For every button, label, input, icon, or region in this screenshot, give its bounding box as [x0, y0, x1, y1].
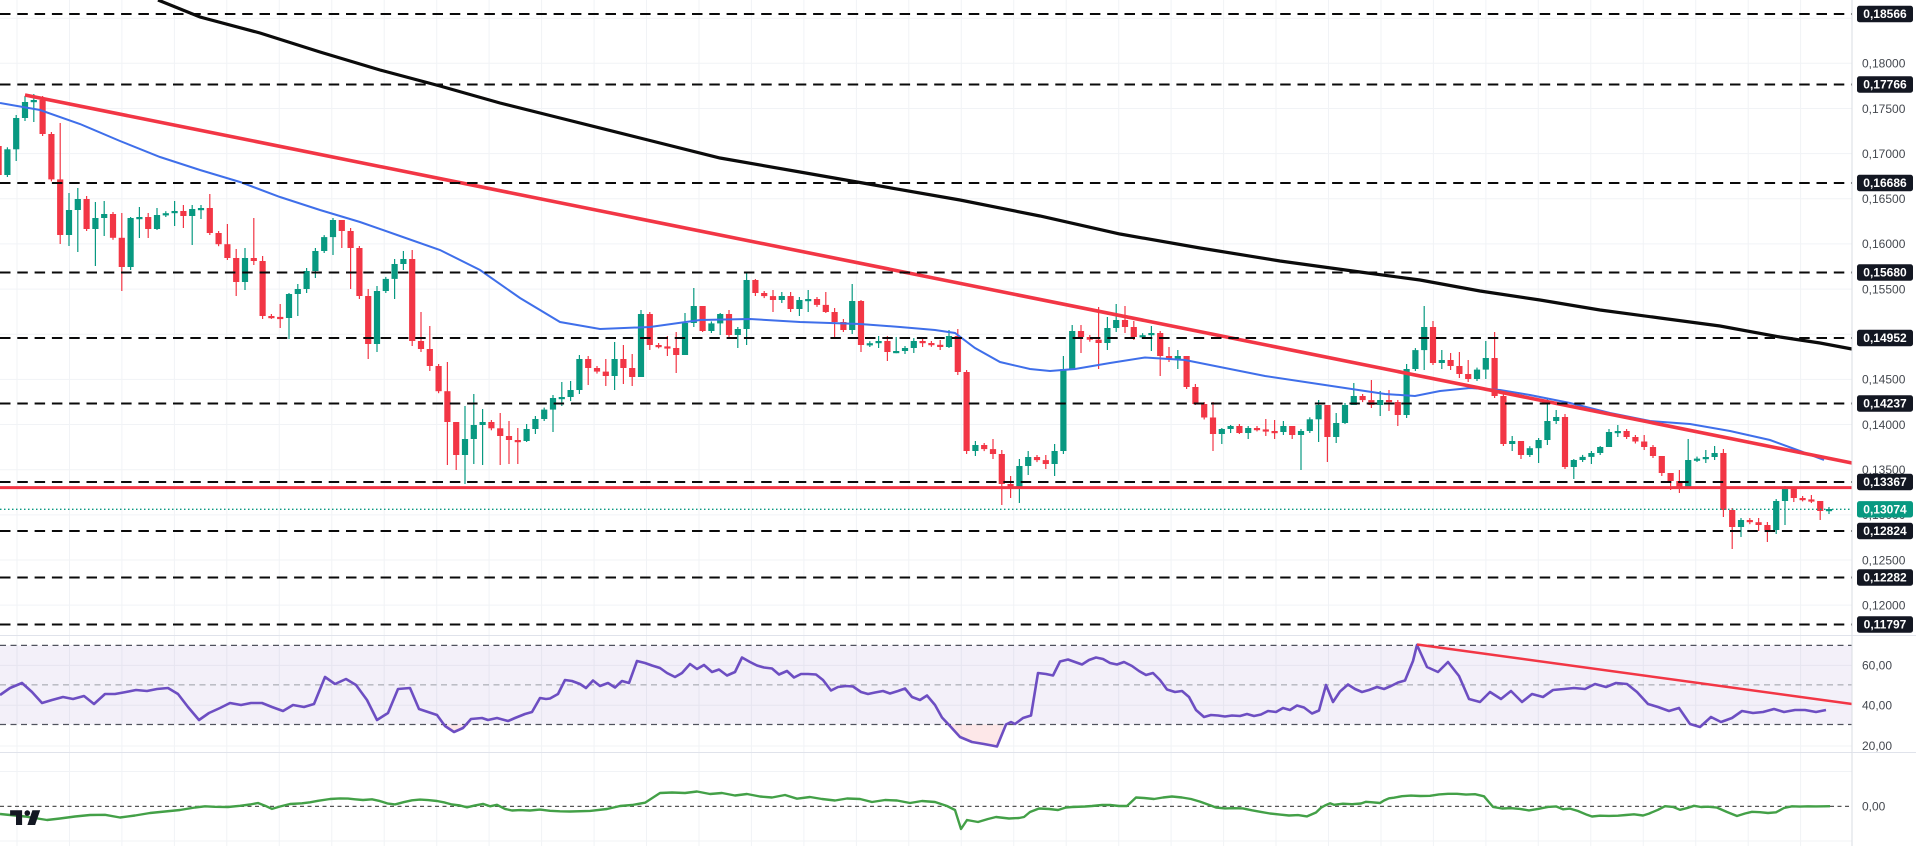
svg-text:0,13500: 0,13500: [1862, 463, 1906, 477]
svg-text:40,00: 40,00: [1862, 699, 1892, 713]
svg-text:0,17500: 0,17500: [1862, 102, 1906, 116]
svg-text:0,12282: 0,12282: [1863, 571, 1907, 585]
svg-text:0,16000: 0,16000: [1862, 237, 1906, 251]
svg-text:60,00: 60,00: [1862, 659, 1892, 673]
svg-text:0,14952: 0,14952: [1863, 331, 1907, 345]
svg-text:0,13367: 0,13367: [1863, 475, 1907, 489]
svg-text:0,11797: 0,11797: [1864, 618, 1907, 632]
svg-text:0,15500: 0,15500: [1862, 282, 1906, 296]
svg-text:0,13074: 0,13074: [1863, 503, 1907, 517]
svg-text:0,14000: 0,14000: [1862, 418, 1906, 432]
svg-text:0,17000: 0,17000: [1862, 147, 1906, 161]
svg-text:0,14500: 0,14500: [1862, 373, 1906, 387]
svg-text:0,15680: 0,15680: [1863, 266, 1907, 280]
svg-text:0,16686: 0,16686: [1863, 176, 1907, 190]
svg-text:0,12000: 0,12000: [1862, 598, 1906, 612]
svg-text:0,00: 0,00: [1862, 800, 1886, 814]
svg-text:0,17766: 0,17766: [1863, 78, 1907, 92]
svg-text:0,12824: 0,12824: [1863, 524, 1907, 538]
svg-text:20,00: 20,00: [1862, 739, 1892, 753]
svg-text:0,18566: 0,18566: [1863, 7, 1907, 21]
svg-text:0,16500: 0,16500: [1862, 192, 1906, 206]
svg-text:0,14237: 0,14237: [1863, 397, 1907, 411]
svg-text:0,18000: 0,18000: [1862, 57, 1906, 71]
svg-text:0,12500: 0,12500: [1862, 553, 1906, 567]
